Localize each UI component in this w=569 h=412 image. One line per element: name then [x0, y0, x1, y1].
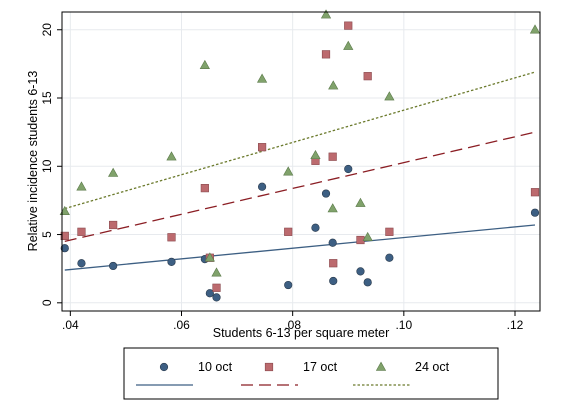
- point-10-oct: [344, 164, 353, 174]
- point-17-oct: [329, 259, 338, 268]
- x-tick-label: .08: [284, 318, 301, 332]
- legend-marker-24-oct: [375, 361, 387, 371]
- point-10-oct: [363, 278, 372, 287]
- legend-label-17-oct: 17 oct: [303, 360, 338, 374]
- point-10-oct: [356, 267, 365, 276]
- x-axis-title: Students 6-13 per square meter: [213, 326, 390, 340]
- y-tick-label: 20: [40, 23, 54, 37]
- point-10-oct: [77, 259, 86, 268]
- fit-line-24-oct: [64, 71, 536, 210]
- point-10-oct: [284, 280, 293, 290]
- axes: 0 5 10 15 20 .04 .06 .08 .10 .12: [40, 23, 524, 332]
- point-17-oct: [167, 233, 176, 242]
- point-24-oct: [362, 231, 373, 241]
- y-tick-label: 15: [40, 91, 54, 105]
- fit-line-17-oct: [64, 131, 536, 243]
- point-24-oct: [328, 80, 339, 90]
- y-axis-title: Relative incidence students 6-13: [26, 71, 40, 252]
- point-17-oct: [363, 72, 372, 81]
- point-10-oct: [109, 261, 118, 271]
- legend-box: [123, 347, 499, 400]
- point-24-oct: [76, 181, 87, 191]
- x-tick-label: .12: [507, 318, 524, 332]
- point-24-oct: [320, 9, 332, 19]
- point-24-oct: [327, 203, 338, 213]
- x-tick-label: .04: [62, 318, 79, 332]
- y-tick-label: 0: [40, 299, 54, 306]
- point-24-oct: [211, 267, 222, 277]
- point-17-oct: [328, 152, 337, 161]
- legend-marker-10-oct: [159, 362, 169, 372]
- point-17-oct: [212, 283, 221, 292]
- point-10-oct: [311, 223, 320, 232]
- point-24-oct: [283, 166, 294, 176]
- point-17-oct: [530, 188, 540, 197]
- point-10-oct: [385, 253, 394, 262]
- point-10-oct: [167, 257, 176, 266]
- point-10-oct: [212, 293, 221, 302]
- fit-line-10-oct: [64, 224, 536, 271]
- point-24-oct: [256, 73, 268, 83]
- point-10-oct: [328, 238, 337, 247]
- point-17-oct: [60, 231, 69, 241]
- point-24-oct: [108, 167, 119, 177]
- legend-label-10-oct: 10 oct: [198, 360, 233, 374]
- point-17-oct: [109, 220, 118, 230]
- fit-lines: [64, 71, 536, 271]
- point-10-oct: [257, 182, 267, 191]
- point-10-oct: [205, 289, 214, 298]
- point-17-oct: [385, 227, 394, 236]
- point-17-oct: [284, 227, 293, 236]
- point-24-oct: [204, 252, 215, 262]
- point-24-oct: [529, 24, 541, 34]
- point-17-oct: [200, 184, 209, 193]
- x-tick-label: .10: [395, 318, 412, 332]
- point-10-oct: [60, 244, 69, 253]
- point-24-oct: [343, 40, 354, 50]
- point-24-oct: [310, 149, 321, 160]
- y-tick-label: 10: [40, 159, 54, 173]
- point-17-oct: [257, 143, 267, 152]
- legend-marker-17-oct: [264, 362, 274, 372]
- legend-label-24-oct: 24 oct: [415, 360, 450, 374]
- point-17-oct: [77, 227, 86, 236]
- point-17-oct: [344, 21, 353, 30]
- point-10-oct: [329, 276, 338, 286]
- point-24-oct: [355, 197, 366, 207]
- x-tick-label: .06: [173, 318, 190, 332]
- data-points: [59, 9, 541, 302]
- legend: 10 oct 17 oct 24 oct: [136, 360, 450, 386]
- point-10-oct: [321, 189, 331, 198]
- point-17-oct: [321, 50, 331, 59]
- point-24-oct: [384, 91, 395, 101]
- point-10-oct: [530, 208, 540, 217]
- y-tick-label: 5: [40, 231, 54, 238]
- plot-frame: [61, 11, 541, 312]
- point-24-oct: [166, 151, 177, 161]
- point-24-oct: [199, 59, 210, 69]
- grid-lines: [62, 12, 540, 311]
